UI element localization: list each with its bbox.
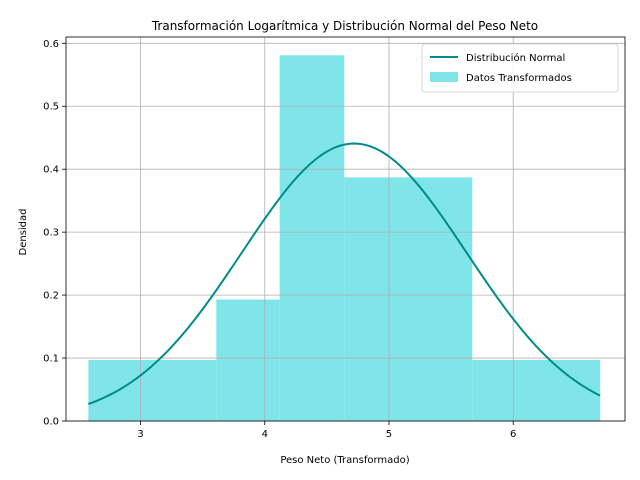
x-tick-label-6: 6 xyxy=(510,429,516,440)
y-tick-label-0.1: 0.1 xyxy=(43,354,59,365)
x-axis-label: Peso Neto (Transformado) xyxy=(280,455,409,466)
y-tick-label-0.2: 0.2 xyxy=(43,291,59,302)
x-tick-label-5: 5 xyxy=(386,429,392,440)
histogram-bar-2 xyxy=(216,299,280,421)
histogram-bar-4 xyxy=(344,177,473,421)
legend-bar-swatch xyxy=(430,72,458,82)
y-tick-label-0.3: 0.3 xyxy=(43,228,59,239)
y-tick-label-0.4: 0.4 xyxy=(43,165,59,176)
plot-area: 3 4 5 6 0.0 0.1 0.2 0.3 0.4 0.5 0.6 Distribución No… xyxy=(43,36,626,440)
histogram-bar-3 xyxy=(279,55,345,421)
histogram-bar-1 xyxy=(88,359,217,421)
legend-label-histogram: Datos Transformados xyxy=(466,73,572,84)
y-tick-label-0.5: 0.5 xyxy=(43,102,59,113)
axes-frame xyxy=(65,36,626,422)
chart-title: Transformación Logarítmica y Distribució… xyxy=(151,19,538,33)
x-tick-label-4: 4 xyxy=(262,429,268,440)
legend-box xyxy=(421,43,619,93)
normal-curve-line xyxy=(88,142,601,405)
y-tick-label-0.0: 0.0 xyxy=(43,417,59,428)
y-tick-label-0.6: 0.6 xyxy=(43,39,59,50)
legend-label-normal: Distribución Normal xyxy=(466,52,565,64)
x-tick-label-3: 3 xyxy=(137,429,143,440)
histogram-bar-5 xyxy=(472,359,601,421)
y-axis-label: Densidad xyxy=(18,208,29,255)
